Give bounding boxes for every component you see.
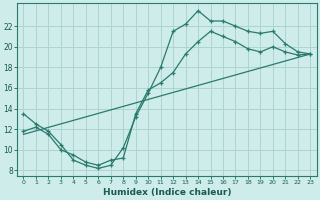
X-axis label: Humidex (Indice chaleur): Humidex (Indice chaleur) [103, 188, 231, 197]
